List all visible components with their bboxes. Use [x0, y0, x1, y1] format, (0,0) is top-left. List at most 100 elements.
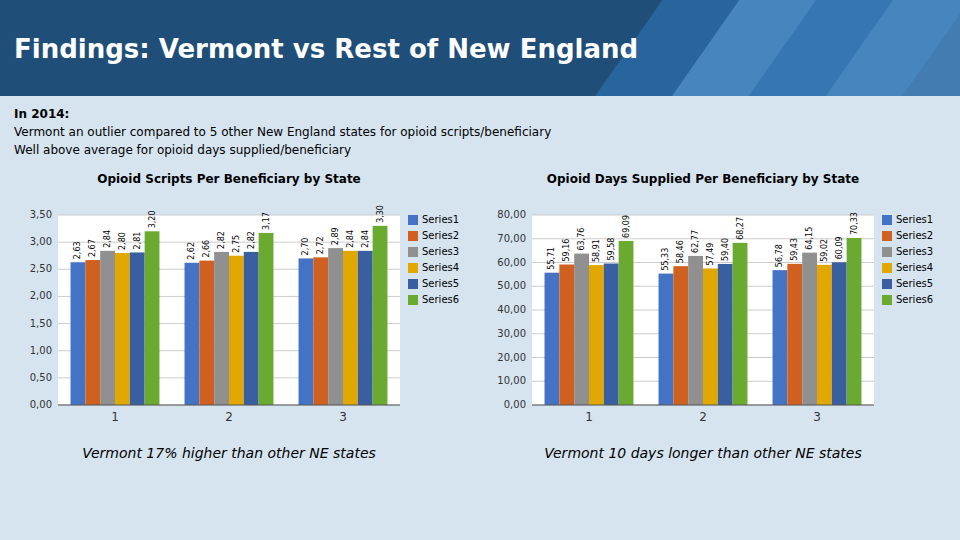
legend-swatch [882, 231, 892, 241]
subtitle: Well above average for opioid days suppl… [14, 143, 351, 157]
data-label: 2,72 [316, 237, 325, 255]
data-label: 59,40 [721, 238, 730, 261]
data-label: 2,75 [232, 235, 241, 253]
y-tick-label: 3,50 [30, 209, 52, 220]
data-label: 3,30 [376, 205, 385, 223]
y-tick-label: 10,00 [497, 375, 526, 386]
bar [703, 268, 718, 405]
bar [787, 264, 802, 405]
y-tick-label: 0,50 [30, 372, 52, 383]
data-labels: 2,632,622,702,672,662,722,842,822,892,80… [73, 205, 384, 260]
y-tick-label: 50,00 [497, 280, 526, 291]
data-label: 63,76 [577, 228, 586, 251]
x-tick-label: 2 [225, 410, 233, 424]
data-labels: 55,7155,3356,7859,1658,4659,4363,7662,77… [547, 212, 858, 271]
bar [773, 270, 788, 405]
bar [358, 251, 373, 405]
bar [343, 251, 358, 405]
legend-swatch [408, 263, 418, 273]
bar [559, 264, 574, 405]
data-label: 55,33 [661, 248, 670, 271]
data-label: 62,77 [691, 230, 700, 253]
data-label: 58,46 [676, 240, 685, 263]
legend-swatch [408, 295, 418, 305]
x-tick-label: 2 [699, 410, 707, 424]
data-label: 2,84 [346, 230, 355, 248]
legend-label: Series6 [422, 294, 459, 305]
bar [373, 226, 388, 405]
legend-label: Series4 [422, 262, 459, 273]
subtitle: Vermont an outlier compared to 5 other N… [14, 125, 551, 139]
legend-label: Series3 [896, 246, 933, 257]
bar [299, 258, 314, 405]
bar [673, 266, 688, 405]
y-tick-label: 60,00 [497, 257, 526, 268]
legend-label: Series3 [422, 246, 459, 257]
page-title: Findings: Vermont vs Rest of New England [14, 34, 638, 64]
bar [604, 263, 619, 405]
x-axis-line [58, 405, 400, 406]
data-label: 2,84 [361, 230, 370, 248]
bar [214, 252, 229, 405]
data-label: 55,71 [547, 247, 556, 270]
y-tick-label: 0,00 [30, 399, 52, 410]
legend-label: Series5 [896, 278, 933, 289]
chart: 0,0010,0020,0030,0040,0050,0060,0070,008… [497, 172, 933, 461]
legend-swatch [882, 295, 892, 305]
data-label: 2,66 [202, 240, 211, 258]
subtitle: In 2014: [14, 107, 69, 121]
data-label: 3,20 [148, 210, 157, 228]
bar [688, 256, 703, 405]
bar [619, 241, 634, 405]
bar [589, 265, 604, 405]
bars [545, 238, 862, 405]
plot-area [58, 215, 400, 405]
bar [259, 233, 274, 405]
x-tick-label: 1 [585, 410, 593, 424]
data-label: 2,67 [88, 239, 97, 257]
data-label: 2,82 [247, 231, 256, 249]
data-label: 2,80 [118, 232, 127, 250]
data-label: 59,58 [607, 238, 616, 261]
bar [817, 265, 832, 405]
chart: 0,000,501,001,502,002,503,003,502,632,62… [30, 172, 459, 461]
x-tick-label: 3 [813, 410, 821, 424]
data-label: 3,17 [262, 212, 271, 230]
y-tick-label: 0,00 [504, 399, 526, 410]
y-tick-label: 2,00 [30, 290, 52, 301]
data-label: 2,62 [187, 242, 196, 260]
data-label: 56,78 [775, 244, 784, 267]
y-tick-label: 40,00 [497, 304, 526, 315]
data-label: 2,63 [73, 241, 82, 259]
chart-title: Opioid Days Supplied Per Beneficiary by … [547, 172, 859, 186]
legend-swatch [882, 263, 892, 273]
legend-swatch [408, 247, 418, 257]
bar [832, 262, 847, 405]
bar [185, 263, 200, 405]
data-label: 68,27 [736, 217, 745, 240]
bar [718, 264, 733, 405]
plot-area [532, 215, 874, 405]
legend-label: Series1 [896, 214, 933, 225]
data-label: 58,91 [592, 239, 601, 262]
data-label: 59,16 [562, 239, 571, 262]
bar [659, 274, 674, 405]
data-label: 59,02 [820, 239, 829, 262]
data-label: 64,15 [805, 227, 814, 250]
legend-swatch [408, 279, 418, 289]
grid-line [532, 405, 874, 406]
data-label: 2,82 [217, 231, 226, 249]
y-tick-label: 1,50 [30, 318, 52, 329]
data-label: 2,81 [133, 232, 142, 250]
data-label: 57,49 [706, 243, 715, 266]
legend-label: Series2 [896, 230, 933, 241]
bars [71, 226, 388, 405]
bar [71, 262, 86, 405]
header-stripes [595, 0, 960, 96]
y-tick-label: 20,00 [497, 352, 526, 363]
data-label: 69,09 [622, 215, 631, 238]
grid-line [58, 215, 400, 216]
y-tick-label: 70,00 [497, 233, 526, 244]
bar [115, 253, 130, 405]
bar [229, 256, 244, 405]
